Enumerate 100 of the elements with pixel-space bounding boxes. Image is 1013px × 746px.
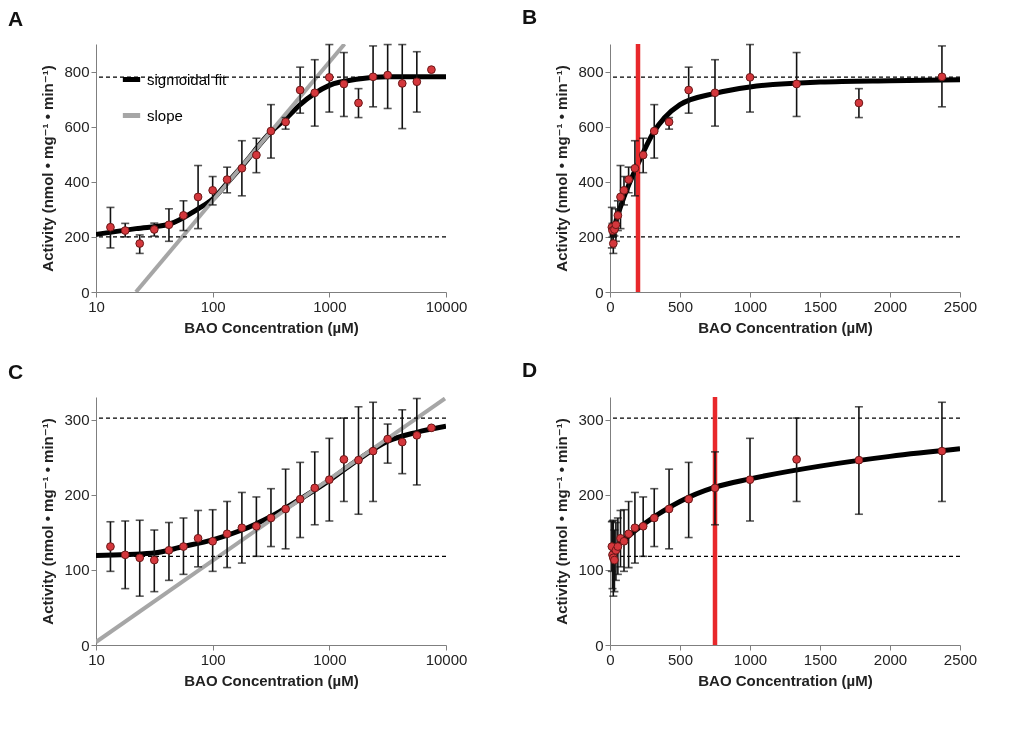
point xyxy=(135,553,145,563)
x-tick-label: 500 xyxy=(667,297,694,315)
point xyxy=(135,239,145,248)
point xyxy=(324,72,334,82)
point xyxy=(412,430,422,440)
point xyxy=(397,437,407,447)
point xyxy=(208,185,218,195)
point xyxy=(179,542,188,551)
point xyxy=(792,455,801,464)
point xyxy=(310,88,320,98)
x-tick-label: 0 xyxy=(606,650,615,668)
x-tick-label: 1000 xyxy=(313,650,347,668)
y-tick-label: 400 xyxy=(578,173,604,191)
x-tick-label: 2500 xyxy=(943,650,978,668)
y-axis-title: Activity (nmol • mg⁻¹ • min⁻¹) xyxy=(553,65,571,272)
point xyxy=(237,523,247,533)
x-tick-label: 500 xyxy=(667,650,694,668)
x-tick-label: 2000 xyxy=(873,297,908,315)
y-tick-label: 800 xyxy=(64,63,90,81)
point xyxy=(222,175,232,184)
x-tick-label: 1500 xyxy=(803,297,838,315)
y-axis-title: Activity (nmol • mg⁻¹ • min⁻¹) xyxy=(553,418,571,625)
x-axis-title: BAO Concentration (µM) xyxy=(184,318,359,336)
point xyxy=(664,504,674,514)
point xyxy=(324,475,334,485)
point xyxy=(208,536,218,546)
point xyxy=(412,77,422,87)
y-tick-label: 0 xyxy=(81,283,90,301)
x-tick-label: 10000 xyxy=(425,297,468,315)
chart-title: A xyxy=(8,6,24,30)
x-tick-label: 1000 xyxy=(733,297,768,315)
point xyxy=(619,185,629,195)
point xyxy=(252,521,261,531)
point xyxy=(281,504,290,514)
point xyxy=(383,70,393,80)
point xyxy=(854,98,864,108)
point xyxy=(368,72,378,82)
point xyxy=(745,72,755,82)
y-tick-label: 400 xyxy=(64,173,90,191)
point xyxy=(179,211,188,220)
y-tick-label: 600 xyxy=(578,118,604,136)
point xyxy=(237,163,247,173)
point xyxy=(649,126,659,136)
y-tick-label: 100 xyxy=(64,561,90,579)
x-axis-title: BAO Concentration (µM) xyxy=(698,671,873,689)
point xyxy=(354,455,363,465)
x-axis-title: BAO Concentration (µM) xyxy=(184,671,359,689)
point xyxy=(120,550,130,560)
point xyxy=(120,226,130,235)
point xyxy=(616,192,625,202)
point xyxy=(638,521,648,531)
point xyxy=(649,513,659,523)
x-tick-label: 10000 xyxy=(425,650,468,668)
point xyxy=(164,220,174,230)
legend-label: sigmoidal fit xyxy=(147,70,228,88)
point xyxy=(624,529,633,539)
x-tick-label: 100 xyxy=(200,297,226,315)
point xyxy=(339,455,349,464)
point xyxy=(792,79,801,89)
y-tick-label: 600 xyxy=(64,118,90,136)
point xyxy=(611,220,621,230)
y-tick-label: 200 xyxy=(64,486,90,504)
chart-title: B xyxy=(522,4,538,28)
point xyxy=(630,163,640,173)
point xyxy=(149,225,159,234)
point xyxy=(266,513,276,523)
point xyxy=(310,483,320,493)
point xyxy=(354,98,363,108)
x-tick-label: 100 xyxy=(200,650,226,668)
point xyxy=(638,150,648,160)
point xyxy=(427,423,436,433)
point xyxy=(613,211,623,220)
point xyxy=(427,65,436,74)
point xyxy=(106,222,115,232)
point xyxy=(937,72,947,82)
legend-label: slope xyxy=(147,106,183,124)
y-tick-label: 800 xyxy=(578,63,604,81)
y-axis-title: Activity (nmol • mg⁻¹ • min⁻¹) xyxy=(39,65,57,272)
point xyxy=(613,542,623,551)
point xyxy=(710,88,720,98)
point xyxy=(193,192,203,202)
point xyxy=(295,494,305,504)
chart-title: D xyxy=(522,357,538,381)
point xyxy=(684,85,694,95)
x-axis-title: BAO Concentration (µM) xyxy=(698,318,873,336)
y-tick-label: 200 xyxy=(578,486,604,504)
point xyxy=(624,175,633,184)
x-tick-label: 10 xyxy=(88,297,105,315)
y-tick-label: 0 xyxy=(81,636,90,654)
point xyxy=(854,455,864,465)
point xyxy=(664,117,674,127)
point xyxy=(222,529,232,539)
point xyxy=(608,239,618,248)
y-tick-label: 300 xyxy=(578,411,604,429)
point xyxy=(383,434,393,444)
x-tick-label: 1000 xyxy=(313,297,347,315)
x-tick-label: 1000 xyxy=(733,650,768,668)
point xyxy=(937,446,947,456)
point xyxy=(193,533,203,543)
point xyxy=(106,542,115,551)
